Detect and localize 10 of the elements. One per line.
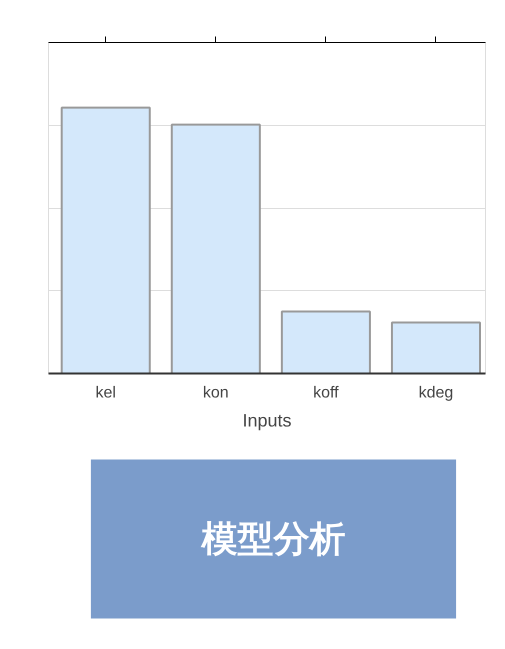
x-tick-label: kdeg bbox=[418, 384, 454, 402]
x-tick-label: kon bbox=[202, 384, 229, 402]
x-tick-label: koff bbox=[313, 384, 340, 402]
x-axis-title: Inputs bbox=[242, 410, 292, 430]
bar bbox=[280, 310, 371, 374]
bar bbox=[60, 106, 151, 374]
text: 模型分析 bbox=[200, 519, 346, 560]
bar bbox=[170, 124, 261, 374]
x-tick-label: kel bbox=[96, 384, 116, 402]
bar bbox=[390, 321, 481, 374]
